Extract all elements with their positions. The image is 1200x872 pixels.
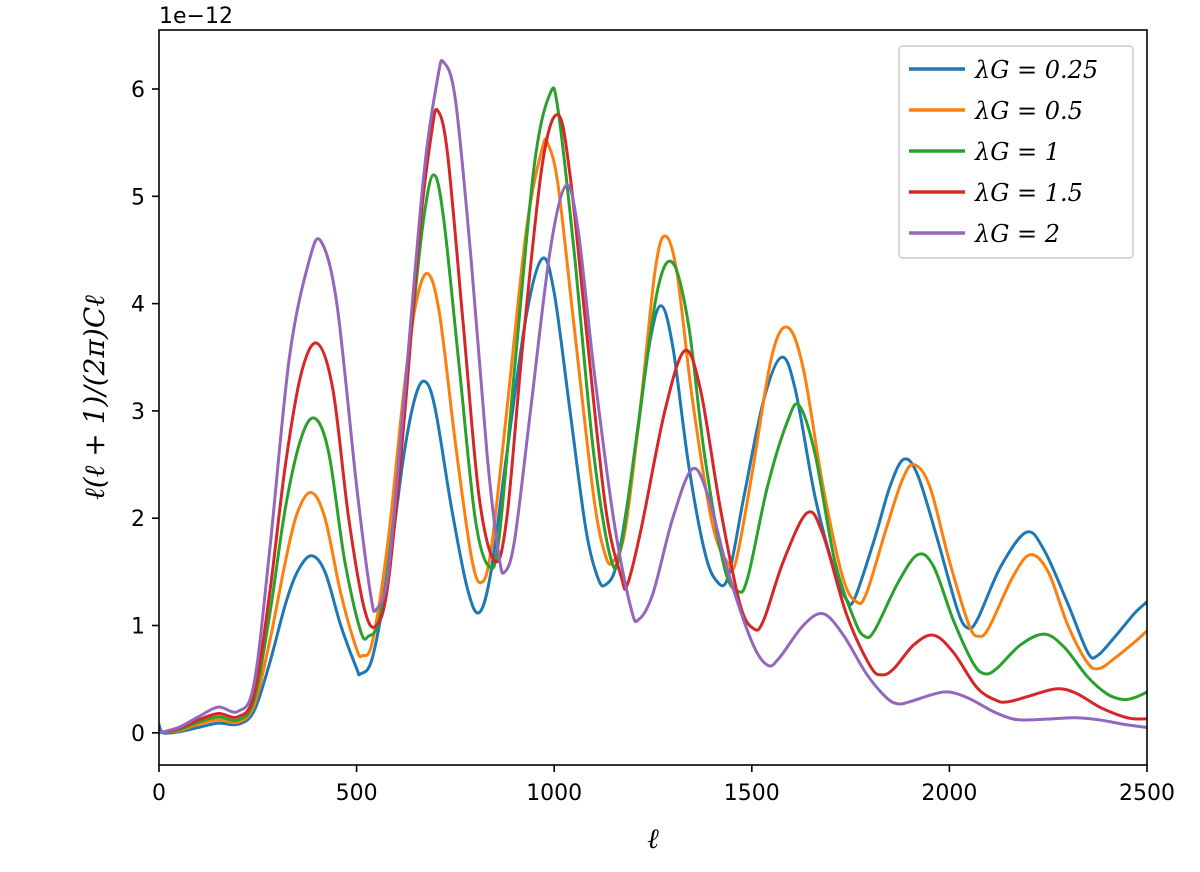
x-tick-label: 1000 (526, 781, 582, 806)
y-tick-label: 0 (131, 722, 145, 747)
legend-label: λG = 2 (974, 220, 1060, 248)
x-tick-label: 2000 (921, 781, 977, 806)
x-tick-label: 2500 (1119, 781, 1175, 806)
series-line-5 (159, 59, 1147, 735)
y-tick-label: 2 (131, 507, 145, 532)
axis-offset-label: 1e−12 (159, 4, 233, 29)
legend: λG = 0.25 λG = 0.5 λG = 1 λG = 1.5 λG = 2 (898, 45, 1134, 259)
y-tick-label: 5 (131, 185, 145, 210)
y-tick-label: 6 (131, 78, 145, 103)
ticks-layer: 0 500 1000 1500 2000 2500 0 1 2 3 4 5 6 (131, 78, 1175, 806)
y-tick-label: 1 (131, 615, 145, 640)
x-axis-label: ℓ (647, 822, 659, 855)
y-tick-label: 4 (131, 293, 145, 318)
plot-frame (158, 29, 1148, 766)
x-tick-label: 1500 (724, 781, 780, 806)
x-tick-label: 500 (336, 781, 378, 806)
x-tick-label: 0 (152, 781, 166, 806)
legend-label: λG = 1 (974, 138, 1060, 166)
legend-box (898, 45, 1134, 259)
y-axis-label: ℓ(ℓ + 1)/(2π)Cℓ (78, 295, 111, 500)
y-tick-label: 3 (131, 400, 145, 425)
legend-label: λG = 0.5 (974, 97, 1083, 125)
series-layer (159, 59, 1147, 735)
legend-label: λG = 0.25 (974, 56, 1098, 84)
legend-label: λG = 1.5 (974, 179, 1083, 207)
series-line-4 (159, 108, 1147, 735)
series-line-3 (159, 86, 1147, 735)
